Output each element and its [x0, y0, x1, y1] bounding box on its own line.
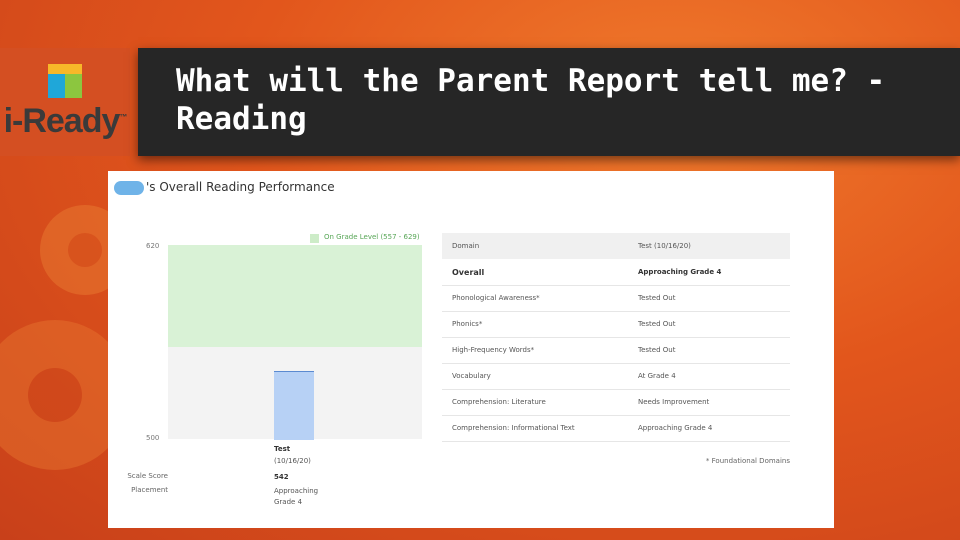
cube-icon — [48, 63, 82, 98]
test-date: (10/16/20) — [274, 457, 311, 465]
score-bar — [274, 371, 314, 440]
redacted-name — [114, 180, 144, 195]
legend-swatch — [310, 234, 319, 243]
parent-report-screenshot: 's Overall Reading Performance On Grade … — [108, 171, 834, 528]
table-row: Phonological Awareness* Tested Out — [442, 285, 790, 312]
logo-text: i-Ready™ — [3, 101, 128, 140]
title-bar: What will the Parent Report tell me? - R… — [138, 48, 960, 156]
placement-label: Placement — [131, 486, 168, 494]
iready-logo: i-Ready™ — [0, 48, 130, 156]
y-tick-min: 500 — [146, 434, 160, 442]
slide-title: What will the Parent Report tell me? - R… — [176, 63, 886, 137]
header-test: Test (10/16/20) — [638, 242, 691, 250]
table-row: Comprehension: Informational Text Approa… — [442, 415, 790, 442]
y-tick-max: 620 — [146, 242, 160, 250]
table-row: Phonics* Tested Out — [442, 311, 790, 338]
placement-value: Approaching Grade 4 — [274, 487, 319, 506]
table-row: High-Frequency Words* Tested Out — [442, 337, 790, 364]
on-grade-band — [168, 245, 422, 347]
test-label: Test — [274, 445, 291, 453]
header-domain: Domain — [452, 242, 480, 250]
legend-label: On Grade Level (557 - 629) — [324, 233, 420, 241]
table-header: Domain Test (10/16/20) — [442, 233, 790, 260]
domain-table: Domain Test (10/16/20) Overall Approachi… — [442, 233, 790, 445]
table-row: Overall Approaching Grade 4 — [442, 259, 790, 286]
table-row: Vocabulary At Grade 4 — [442, 363, 790, 390]
scale-score-label: Scale Score — [127, 472, 168, 480]
table-row: Comprehension: Literature Needs Improvem… — [442, 389, 790, 416]
report-heading: 's Overall Reading Performance — [114, 180, 335, 195]
scale-score-value: 542 — [274, 473, 289, 481]
table-footnote: * Foundational Domains — [705, 457, 790, 465]
